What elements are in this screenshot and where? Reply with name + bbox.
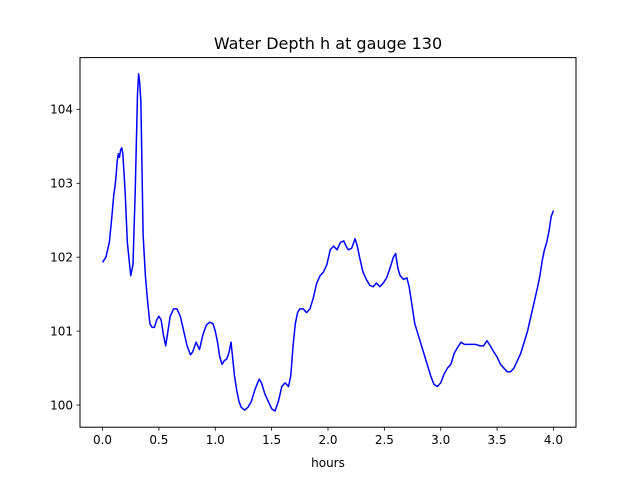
- plot-frame: [79, 57, 577, 428]
- x-axis-label: hours: [311, 456, 345, 470]
- y-tick-label: 104: [50, 103, 73, 117]
- y-tick-label: 101: [50, 324, 73, 338]
- series-line-1: [101, 73, 555, 412]
- x-tick-label: 0.0: [93, 433, 112, 447]
- y-tick-label: 100: [50, 398, 73, 412]
- y-tick-label: 103: [50, 177, 73, 191]
- x-tick-label: 4.0: [544, 433, 563, 447]
- x-tick-label: 0.5: [149, 433, 168, 447]
- x-axis-ticks: 0.0 0.5 1.0 1.5 2.0 2.5 3.0 3.5 4.0: [93, 427, 563, 447]
- y-axis-ticks: 100 101 102 103 104: [50, 103, 80, 412]
- plot-area: [80, 57, 576, 428]
- series-layer: [101, 73, 555, 412]
- x-tick-label: 3.0: [431, 433, 450, 447]
- x-tick-label: 2.0: [318, 433, 337, 447]
- chart-title: Water Depth h at gauge 130: [214, 34, 442, 53]
- x-tick-label: 3.5: [488, 433, 507, 447]
- x-tick-label: 1.0: [206, 433, 225, 447]
- y-tick-label: 102: [50, 250, 73, 264]
- x-tick-label: 1.5: [262, 433, 281, 447]
- x-tick-label: 2.5: [375, 433, 394, 447]
